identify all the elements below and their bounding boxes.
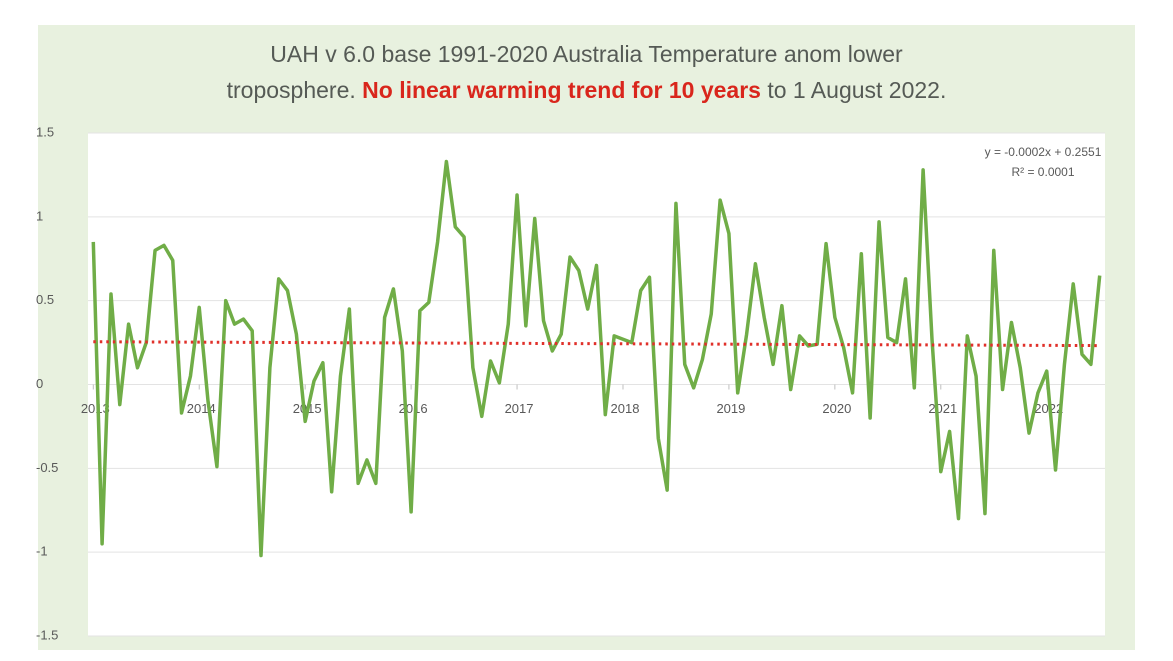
x-tick-label: 2020: [822, 401, 851, 416]
title-line: UAH v 6.0 base 1991-2020 Australia Tempe…: [270, 41, 903, 67]
trend-r2: R² = 0.0001: [1011, 165, 1074, 179]
x-tick-label: 2017: [505, 401, 534, 416]
title-text: troposphere.: [226, 77, 363, 103]
y-tick-label: 0.5: [36, 292, 54, 307]
y-tick-label: 0: [36, 376, 43, 391]
x-tick-label: 2021: [928, 401, 957, 416]
trendline: [93, 340, 1100, 348]
trend-equation: y = -0.0002x + 0.2551: [985, 145, 1102, 159]
y-tick-label: 1: [36, 208, 43, 223]
y-tick-label: 1.5: [36, 124, 54, 139]
x-tick-label: 2018: [611, 401, 640, 416]
data-line: [91, 159, 1102, 558]
title-line: troposphere. No linear warming trend for…: [38, 72, 1135, 108]
y-tick-label: -1: [36, 544, 48, 559]
x-tick-label: 2016: [399, 401, 428, 416]
x-tick-label: 2019: [716, 401, 745, 416]
title-text: to 1 August 2022.: [760, 77, 947, 103]
y-tick-label: -1.5: [36, 627, 58, 642]
x-tick-label: 2013: [81, 401, 110, 416]
title-highlight: No linear warming trend for 10 years: [362, 77, 761, 103]
chart-title: UAH v 6.0 base 1991-2020 Australia Tempe…: [38, 36, 1135, 108]
y-tick-label: -0.5: [36, 460, 58, 475]
